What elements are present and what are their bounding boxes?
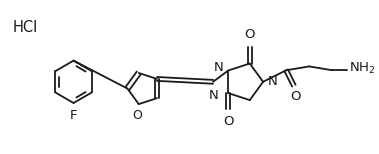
Text: O: O bbox=[223, 115, 233, 128]
Text: N: N bbox=[209, 89, 219, 101]
Text: O: O bbox=[291, 90, 301, 103]
Text: NH$_2$: NH$_2$ bbox=[349, 61, 375, 76]
Text: N: N bbox=[214, 61, 224, 74]
Text: O: O bbox=[132, 109, 142, 122]
Text: F: F bbox=[70, 109, 77, 122]
Text: O: O bbox=[244, 28, 255, 41]
Text: HCl: HCl bbox=[13, 20, 38, 35]
Text: N: N bbox=[268, 75, 278, 88]
